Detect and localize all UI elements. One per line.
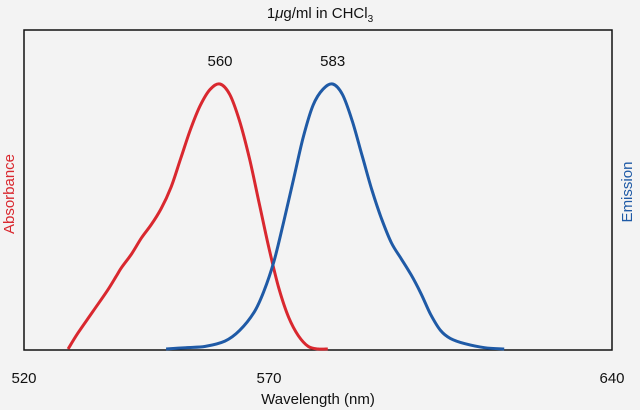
absorbance-curve xyxy=(66,82,328,351)
x-axis-label: Wavelength (nm) xyxy=(261,391,375,408)
series-layer xyxy=(66,82,505,351)
emission-curve xyxy=(166,82,505,351)
emission-peak-label: 583 xyxy=(320,53,345,70)
x-tick-label: 520 xyxy=(11,370,36,387)
x-tick-layer: 520 570 640 xyxy=(11,370,624,387)
y-axis-label-left: Absorbance xyxy=(1,154,18,234)
x-tick-label: 640 xyxy=(599,370,624,387)
peak-label-layer: 560 583 xyxy=(207,53,345,70)
chart-title: 1μg/ml in CHCl3 xyxy=(267,5,374,25)
plot-frame xyxy=(23,29,613,351)
x-tick-label: 570 xyxy=(256,370,281,387)
absorbance-peak-label: 560 xyxy=(207,53,232,70)
y-axis-label-right: Emission xyxy=(619,162,636,223)
